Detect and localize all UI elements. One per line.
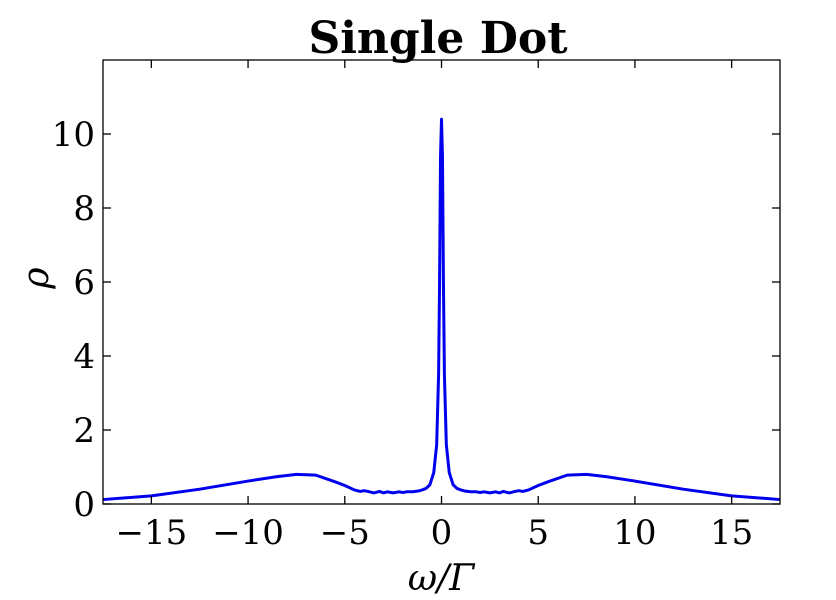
x-tick-label: −10 bbox=[212, 513, 284, 553]
x-tick-label: 0 bbox=[431, 513, 453, 553]
chart-title: Single Dot bbox=[308, 13, 568, 64]
x-axis-label: ω/Γ bbox=[408, 558, 476, 599]
x-tick-label: 10 bbox=[613, 513, 656, 553]
series-line-0 bbox=[102, 117, 781, 502]
plot-series bbox=[102, 117, 781, 502]
y-tick-label: 6 bbox=[73, 263, 95, 303]
y-tick-label: 0 bbox=[73, 485, 95, 525]
x-tick-label: −5 bbox=[320, 513, 370, 553]
x-tick-label: 15 bbox=[710, 513, 753, 553]
y-tick-label: 4 bbox=[73, 337, 95, 377]
x-tick-label: −15 bbox=[115, 513, 187, 553]
x-axis: −15 −10 −5 0 5 10 15 bbox=[115, 60, 753, 553]
y-tick-label: 8 bbox=[73, 189, 95, 229]
y-tick-label: 10 bbox=[52, 115, 95, 155]
plot-frame bbox=[102, 59, 781, 505]
y-axis-label: ρ bbox=[16, 267, 57, 289]
y-tick-label: 2 bbox=[73, 411, 95, 451]
x-tick-label: 5 bbox=[527, 513, 549, 553]
y-axis: 0 2 4 6 8 10 bbox=[52, 115, 780, 525]
